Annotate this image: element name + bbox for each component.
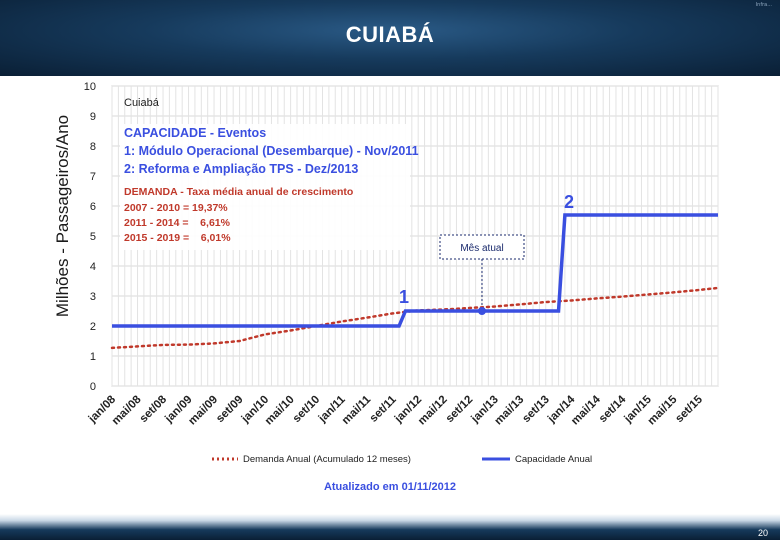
updated-note: Atualizado em 01/11/2012: [324, 481, 456, 493]
x-tick-label: mai/08: [110, 393, 144, 427]
page-number: 20: [757, 528, 768, 538]
x-tick-label: set/11: [368, 393, 400, 425]
y-axis-label: Milhões - Passageiros/Ano: [53, 115, 72, 317]
slide-title: CUIABÁ: [345, 22, 435, 47]
x-tick-label: set/14: [597, 393, 629, 425]
y-tick-label: 8: [90, 141, 96, 153]
event-1-label: 1: [399, 287, 409, 307]
capacity-line-1: 1: Módulo Operacional (Desembarque) - No…: [124, 144, 419, 158]
y-tick-label: 5: [90, 231, 96, 243]
annotation-box: CAPACIDADE - Eventos 1: Módulo Operacion…: [120, 124, 419, 250]
slide-header: [0, 0, 780, 76]
y-tick-label: 10: [84, 81, 96, 93]
y-tick-label: 9: [90, 111, 96, 123]
legend-capacity-label: Capacidade Anual: [515, 454, 592, 465]
chart-title: Cuiabá: [124, 97, 160, 109]
capacity-line-2: 2: Reforma e Ampliação TPS - Dez/2013: [124, 162, 358, 176]
y-tick-label: 7: [90, 171, 96, 183]
legend: Demanda Anual (Acumulado 12 meses) Capac…: [212, 454, 592, 465]
x-tick-label: mai/10: [263, 394, 297, 428]
y-tick-label: 1: [90, 351, 96, 363]
x-tick-label: set/08: [138, 393, 170, 425]
current-month-marker: [477, 307, 486, 315]
legend-demand-label: Demanda Anual (Acumulado 12 meses): [243, 454, 411, 465]
demand-line-3: 2015 - 2019 = 6,01%: [124, 232, 231, 244]
x-tick-label: set/15: [673, 393, 705, 425]
x-tick-labels: jan/08mai/08set/08jan/09mai/09set/09jan/…: [86, 393, 706, 427]
x-tick-label: set/10: [291, 394, 323, 426]
demand-line-2: 2011 - 2014 = 6,61%: [124, 217, 231, 229]
x-tick-label: mai/09: [186, 394, 220, 428]
x-tick-label: mai/11: [340, 393, 374, 427]
x-tick-label: mai/12: [416, 394, 450, 428]
slide-footer: [0, 514, 780, 540]
event-2-label: 2: [564, 192, 574, 212]
current-month-label: Mês atual: [460, 243, 503, 254]
current-month-callout: Mês atual: [439, 234, 525, 315]
y-tick-label: 3: [90, 291, 96, 303]
x-tick-label: set/12: [444, 394, 476, 426]
x-tick-label: set/09: [214, 394, 246, 426]
x-tick-label: mai/14: [569, 393, 603, 427]
x-tick-label: set/13: [520, 394, 552, 426]
y-tick-labels: 0 1 2 3 4 5 6 7 8 9 10: [84, 81, 96, 393]
y-tick-label: 0: [90, 381, 96, 393]
y-tick-label: 2: [90, 321, 96, 333]
demand-line-1: 2007 - 2010 = 19,37%: [124, 202, 228, 214]
x-tick-label: mai/13: [493, 394, 527, 428]
demand-header: DEMANDA - Taxa média anual de cresciment…: [124, 186, 353, 198]
x-tick-label: mai/15: [646, 393, 680, 427]
corner-mark: Infra...: [755, 2, 772, 8]
capacity-header: CAPACIDADE - Eventos: [124, 126, 266, 140]
y-tick-label: 6: [90, 201, 96, 213]
y-tick-label: 4: [90, 261, 96, 273]
